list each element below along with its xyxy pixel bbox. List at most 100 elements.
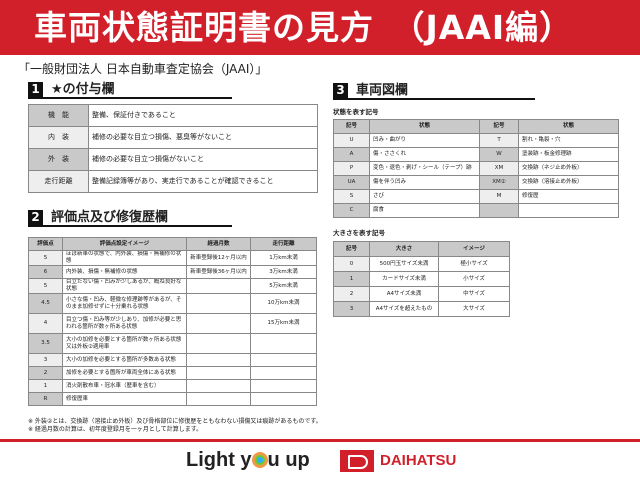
table-cell: 1: [333, 271, 370, 287]
table-cell: 3.5: [28, 333, 63, 354]
table-cell: 1万km未満: [250, 250, 317, 266]
table-row: 外 装補修の必要な目立つ損傷がないこと: [28, 148, 318, 171]
table-cell: 3: [28, 353, 63, 367]
table-cell: 0: [333, 256, 370, 272]
table-cell: 傷・ささくれ: [369, 147, 480, 162]
table-cell: U: [333, 133, 370, 148]
column-header: 経過月数: [186, 237, 251, 251]
table-cell: [479, 203, 519, 218]
table-cell: 極小サイズ: [438, 256, 510, 272]
table-row: S さび M 修復歴: [333, 189, 619, 204]
section2-heading: 2 評価点及び修復歴欄: [28, 210, 232, 227]
table-cell: 4.5: [28, 293, 63, 314]
column-header: 記号: [333, 119, 370, 134]
table-cell: 傷を伴う凹み: [369, 175, 480, 190]
table-cell: 2: [333, 286, 370, 302]
table-cell: [250, 366, 317, 380]
column-header: イメージ: [438, 241, 510, 257]
table-row: 4 目立つ傷・凹み等が少しあり、加修が必要と思われる箇所が数ヶ所ある状態 15万km…: [28, 313, 317, 334]
note: ※ 外装②とは、交換跡（溶接止め外板）及び骨格部位に修復歴をともなわない損傷又は…: [28, 418, 322, 425]
table-cell: 加修を必要とする箇所が車両全体にある状態: [62, 366, 187, 380]
table-cell: 補修の必要な目立つ損傷がないこと: [88, 148, 318, 171]
note: ※ 経過月数の計算は、初年度登録月を一ヶ月として計算します。: [28, 426, 203, 433]
table-cell: [250, 333, 317, 354]
table-cell: [250, 379, 317, 393]
table-row: A 傷・ささくれ W 塗装跡・板金修理跡: [333, 147, 619, 162]
column-header: 評価点設定イメージ: [62, 237, 187, 251]
notes: ※ 外装②とは、交換跡（溶接止め外板）及び骨格部位に修復歴をともなわない損傷又は…: [28, 418, 322, 434]
table-row: R 修復歴車: [28, 392, 317, 406]
table-cell: XM②: [479, 175, 519, 190]
table-cell: 新車登録後12ヶ月以内: [186, 250, 251, 266]
table-cell: [186, 392, 251, 406]
header-row: 記号 大きさ イメージ: [333, 241, 510, 257]
subtitle: 「一般財団法人 日本自動車査定協会（JAAI）」: [18, 62, 268, 76]
table-cell: 大小の加修を必要とする箇所が多数ある状態: [62, 353, 187, 367]
table-cell: [186, 313, 251, 334]
table-cell: 5: [28, 250, 63, 266]
table-row: 3.5 大小の加修を必要とする箇所が数ヶ所ある状態又は外板②適用車: [28, 333, 317, 354]
table-cell: カードサイズ未満: [369, 271, 439, 287]
column-header: 記号: [479, 119, 519, 134]
table-row: 0 500円玉サイズ未満 極小サイズ: [333, 256, 510, 272]
table-cell: 腐食: [369, 203, 480, 218]
table-cell: 内外装、損傷・無補修の状態: [62, 265, 187, 279]
table-row: 3 大小の加修を必要とする箇所が多数ある状態: [28, 353, 317, 367]
table-cell: [250, 392, 317, 406]
table-cell: S: [333, 189, 370, 204]
table-cell: P: [333, 161, 370, 176]
table-cell: 補修の必要な目立つ損傷、悪臭等がないこと: [88, 126, 318, 149]
table-cell: 目立つ傷・凹み等が少しあり、加修が必要と思われる箇所が数ヶ所ある状態: [62, 313, 187, 334]
table-row: 4.5 小さな傷・凹み、軽微な修理跡等があるが、そのまま加修せずに十分乗れる状態 1…: [28, 293, 317, 314]
slogan-text: Light y: [186, 449, 252, 471]
column-header: 大きさ: [369, 241, 439, 257]
table-row: 1 カードサイズ未満 小サイズ: [333, 271, 510, 287]
table-cell: W: [479, 147, 519, 162]
table-cell: 内 装: [28, 126, 89, 149]
table-row: P 変色・退色・剥げ・シール（テープ）跡 XM 交換跡（ネジ止め外板）: [333, 161, 619, 176]
table-cell: 3: [333, 301, 370, 317]
table-cell: [186, 366, 251, 380]
table-cell: 目立たない傷・凹みが少しあるが、概ね良好な状態: [62, 278, 187, 294]
table-cell: 走行距離: [28, 170, 89, 193]
section-number: 2: [28, 210, 43, 225]
table-cell: 6: [28, 265, 63, 279]
table-cell: [186, 333, 251, 354]
divider: [0, 439, 640, 442]
column-header: 走行距離: [250, 237, 317, 251]
page-title: 車両状態証明書の見方 （JAAI編）: [0, 0, 640, 55]
table-cell: [186, 353, 251, 367]
table-cell: 15万km未満: [250, 313, 317, 334]
table-cell: 外 装: [28, 148, 89, 171]
table-cell: 交換跡（ネジ止め外板）: [518, 161, 619, 176]
table-cell: 大小の加修を必要とする箇所が数ヶ所ある状態又は外板②適用車: [62, 333, 187, 354]
section-number: 3: [333, 83, 348, 98]
table-cell: [250, 353, 317, 367]
table-cell: 中サイズ: [438, 286, 510, 302]
table-cell: A4サイズ未満: [369, 286, 439, 302]
state-symbol-table: 記号 状態 記号 状態 U 凹み・曲がり T 割れ・亀裂・穴 A 傷・ささくれ W 塗装跡・板金修理跡…: [333, 119, 619, 218]
table-cell: M: [479, 189, 519, 204]
score-table: 評価点 評価点設定イメージ 経過月数 走行距離 5 ほぼ新車の状態で、内外装、損傷・無補修…: [28, 237, 317, 406]
ring-icon: [251, 452, 268, 468]
section1-heading: 1 ★の付与欄: [28, 82, 232, 99]
table-cell: 1: [28, 379, 63, 393]
table-cell: R: [28, 392, 63, 406]
column-header: 状態: [518, 119, 619, 134]
table-row: 5 目立たない傷・凹みが少しあるが、概ね良好な状態 5万km未満: [28, 278, 317, 294]
table-cell: 塗装跡・板金修理跡: [518, 147, 619, 162]
section-title: 車両図欄: [356, 83, 409, 98]
slogan-text: u up: [267, 449, 310, 471]
table-cell: UA: [333, 175, 370, 190]
star-table: 機 能整備、保証付きであること内 装補修の必要な目立つ損傷、悪臭等がないこと外 …: [28, 104, 318, 193]
table-row: 走行距離 整備記録簿等があり、実走行であることが確認できること: [28, 170, 318, 193]
column-header: 評価点: [28, 237, 63, 251]
table-cell: 消火剤散布車・冠水車（歴車を含む）: [62, 379, 187, 393]
header-row: 記号 状態 記号 状態: [333, 119, 619, 134]
section-title: ★の付与欄: [51, 82, 115, 97]
table-cell: 大サイズ: [438, 301, 510, 317]
table-row: UA 傷を伴う凹み XM② 交換跡（溶接止め外板）: [333, 175, 619, 190]
table-cell: [186, 293, 251, 314]
table-cell: 500円玉サイズ未満: [369, 256, 439, 272]
state-label: 状態を表す記号: [333, 108, 379, 116]
